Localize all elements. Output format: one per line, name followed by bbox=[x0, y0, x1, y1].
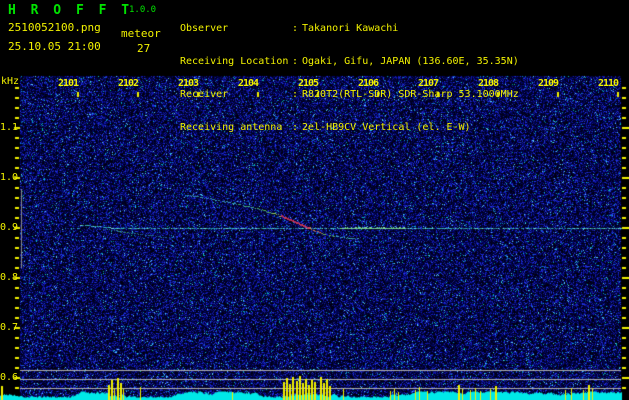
mode-label: meteor bbox=[121, 27, 161, 40]
app-title: H R O F F T bbox=[8, 3, 133, 18]
x-tick-label: 2103 bbox=[177, 78, 199, 89]
info-colon: : bbox=[292, 56, 299, 67]
x-tick-label: 2101 bbox=[57, 78, 79, 89]
y-tick-label: 0.8 bbox=[0, 272, 19, 283]
info-value: Ogaki, Gifu, JAPAN (136.60E, 35.35N) bbox=[302, 56, 519, 67]
y-tick-label: 0.6 bbox=[0, 372, 19, 383]
info-label: Receiving antenna bbox=[180, 122, 283, 133]
info-colon: : bbox=[292, 122, 299, 133]
x-tick-label: 2106 bbox=[357, 78, 379, 89]
info-row-location: Receiving Location: Ogaki, Gifu, JAPAN (1… bbox=[180, 57, 519, 70]
info-value: Takanori Kawachi bbox=[302, 23, 399, 34]
echo-count: 27 bbox=[137, 42, 151, 55]
app-version: 1.0.0 bbox=[129, 5, 157, 15]
observation-datetime: 25.10.05 21:00 bbox=[8, 40, 101, 53]
info-value: 2el-HB9CV Vertical (el. E-W) bbox=[302, 122, 471, 133]
info-row-observer: Observer: Takanori Kawachi bbox=[180, 24, 519, 37]
y-tick-label: 0.9 bbox=[0, 222, 19, 233]
y-axis-unit-label: kHz bbox=[1, 76, 20, 87]
info-label: Receiver bbox=[180, 89, 229, 100]
x-tick-label: 2110 bbox=[597, 78, 619, 89]
info-colon: : bbox=[292, 23, 299, 34]
info-row-receiver: Receiver: R820T2(RTL-SDR) SDR-Sharp 53.10… bbox=[180, 90, 519, 103]
x-tick-label: 2105 bbox=[297, 78, 319, 89]
x-tick-label: 2107 bbox=[417, 78, 439, 89]
x-tick-label: 2108 bbox=[477, 78, 499, 89]
x-tick-label: 2104 bbox=[237, 78, 259, 89]
x-tick-label: 2109 bbox=[537, 78, 559, 89]
info-label: Observer bbox=[180, 23, 229, 34]
y-tick-label: 0.7 bbox=[0, 322, 19, 333]
output-filename: 2510052100.png bbox=[8, 21, 101, 34]
info-colon: : bbox=[292, 89, 299, 100]
info-row-antenna: Receiving antenna:2el-HB9CV Vertical (el… bbox=[180, 123, 519, 136]
info-label: Receiving Location bbox=[180, 56, 289, 67]
station-info-block: Observer: Takanori Kawachi Receiving Loca… bbox=[180, 4, 519, 156]
y-tick-label: 1.1 bbox=[0, 122, 19, 133]
y-tick-label: 1.0 bbox=[0, 172, 19, 183]
x-tick-label: 2102 bbox=[117, 78, 139, 89]
info-value: R820T2(RTL-SDR) SDR-Sharp 53.1000MHz bbox=[302, 89, 519, 100]
